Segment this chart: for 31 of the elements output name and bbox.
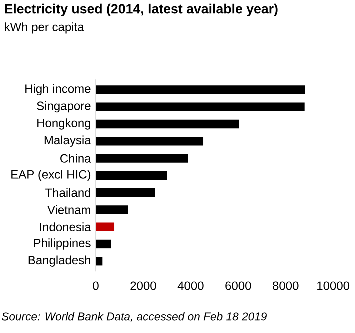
bar — [96, 86, 306, 94]
x-tick-label: 4000 — [178, 282, 204, 290]
y-tick-label: Bangladesh — [28, 256, 90, 267]
bar — [96, 240, 112, 249]
chart-subtitle: kWh per capita — [5, 22, 84, 34]
bar — [96, 137, 204, 146]
bar — [96, 171, 168, 180]
bar — [96, 154, 188, 163]
bar — [96, 257, 103, 266]
y-tick-label: Indonesia — [40, 222, 92, 232]
source-note: Source: World Bank Data, accessed on Feb 18 2019 — [2, 312, 267, 322]
x-tick-label: 6000 — [226, 282, 252, 290]
x-tick-label: 10000 — [318, 282, 350, 290]
chart-title: Electricity used (2014, latest available year) — [5, 4, 278, 16]
bar — [96, 102, 305, 112]
bar — [96, 188, 156, 198]
y-tick-label: Vietnam — [48, 206, 90, 214]
x-tick-label: 0 — [93, 282, 99, 290]
x-tick-label: 8000 — [273, 282, 299, 290]
y-tick-label: Singapore — [37, 101, 91, 113]
y-tick-label: Hongkong — [38, 118, 91, 130]
bar — [96, 120, 240, 129]
bar — [96, 206, 128, 214]
y-tick-label: China — [60, 154, 92, 163]
y-tick-label: Thailand — [46, 188, 91, 198]
y-tick-label: Malaysia — [44, 136, 92, 147]
x-tick-label: 2000 — [130, 282, 156, 290]
y-tick-label: EAP (excl HIC) — [12, 170, 91, 182]
y-tick-label: High income — [26, 84, 91, 96]
bar — [96, 222, 115, 232]
y-tick-label: Philippines — [34, 238, 91, 250]
